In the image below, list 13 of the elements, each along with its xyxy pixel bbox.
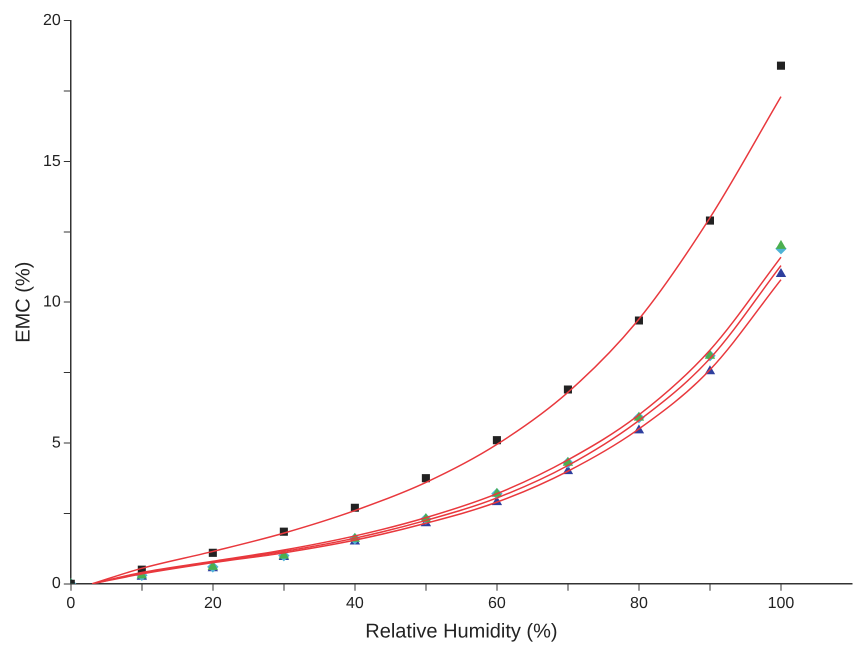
- y-tick-label: 15: [43, 152, 61, 170]
- y-tick-label: 0: [52, 575, 61, 592]
- x-tick-label: 60: [488, 594, 506, 612]
- x-axis-title: Relative Humidity (%): [365, 620, 558, 643]
- x-tick-label: 0: [66, 594, 76, 612]
- x-tick-label: 100: [768, 594, 794, 612]
- y-tick-label: 20: [43, 12, 61, 30]
- y-axis-title: EMC (%): [12, 262, 35, 343]
- y-tick-label: 5: [52, 434, 61, 452]
- x-tick-label: 80: [630, 594, 648, 612]
- y-tick-label: 10: [43, 294, 61, 311]
- x-tick-label: 40: [346, 594, 364, 612]
- x-tick-label: 20: [204, 594, 222, 612]
